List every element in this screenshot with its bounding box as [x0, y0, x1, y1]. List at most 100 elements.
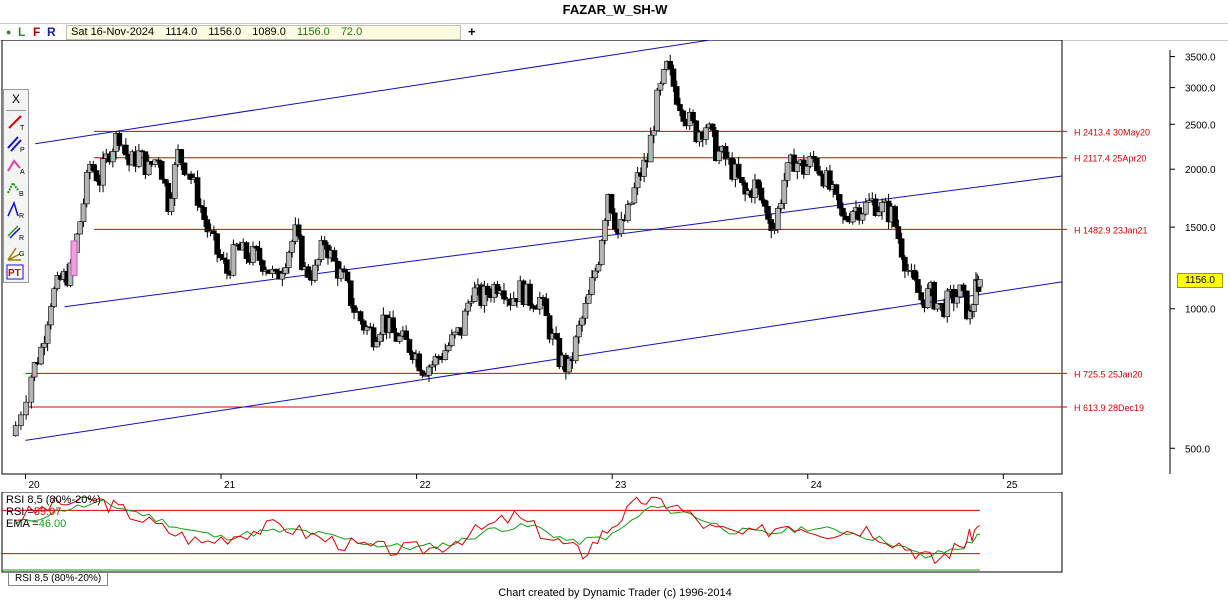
candle-body: [432, 356, 439, 366]
candle-body: [217, 253, 224, 259]
candle-body: [162, 179, 168, 184]
y-tick-label: 1000.0: [1185, 305, 1216, 316]
candle-body: [220, 257, 227, 260]
candle-body: [716, 150, 722, 162]
candle-body: [817, 170, 823, 176]
candle-body: [501, 290, 507, 300]
svg-text:B: B: [19, 191, 24, 198]
candle-body: [915, 279, 921, 293]
candle-body: [895, 226, 902, 240]
candle-body: [224, 259, 230, 274]
candle-body: [589, 277, 595, 295]
candle-body: [784, 162, 791, 181]
rsi-line: [15, 496, 981, 565]
y-tick-label: 3000.0: [1185, 84, 1216, 95]
trendline-tool-icon[interactable]: T: [6, 112, 26, 132]
candle-body: [282, 267, 289, 274]
candle-body: [810, 156, 817, 159]
toolbar-close-button[interactable]: X: [6, 90, 26, 111]
parallel-channel-tool-icon[interactable]: P: [6, 134, 26, 154]
candle-body: [429, 364, 436, 368]
candle-body: [321, 240, 328, 246]
candle-body: [158, 160, 165, 180]
candle-body: [253, 246, 260, 249]
candle-body: [465, 302, 471, 312]
price-chart[interactable]: 3500.0 3000.0 2500.0 2000.0 1500.0 1000.0 500.…: [0, 40, 1230, 490]
candle-body: [713, 130, 719, 162]
candle-body: [911, 270, 918, 280]
add-chart-button[interactable]: +: [468, 24, 476, 39]
candle-body: [592, 270, 599, 279]
candle-body: [540, 297, 546, 299]
candle-body: [807, 156, 814, 167]
candle-body: [344, 271, 351, 282]
candle-body: [794, 163, 801, 172]
candle-body: [178, 149, 185, 164]
fan-tool-icon[interactable]: R: [6, 222, 26, 242]
candle-body: [471, 287, 478, 302]
candle-body: [41, 342, 48, 348]
candle-body: [556, 337, 563, 368]
footer-credit: Chart created by Dynamic Trader (c) 1996…: [498, 587, 732, 599]
candle-body: [44, 324, 51, 344]
candle-body: [849, 211, 856, 223]
candle-body: [654, 89, 660, 132]
candle-body: [673, 86, 680, 105]
candle-body: [364, 326, 370, 331]
candle-body: [657, 83, 664, 91]
file-toggle-button[interactable]: F: [33, 25, 41, 39]
candle-body: [693, 120, 700, 143]
candle-body: [331, 250, 338, 262]
candle-body: [390, 317, 396, 334]
x-tick-label: 20: [28, 480, 40, 490]
svg-text:T: T: [20, 125, 25, 132]
ratio-b-tool-icon[interactable]: B: [6, 178, 26, 198]
candle-body: [211, 230, 217, 234]
candle-body: [116, 132, 123, 146]
candle-body: [722, 146, 729, 160]
candle-body: [435, 356, 442, 359]
candle-body: [918, 292, 924, 301]
horizontal-level-label: H 2413.4 30May20: [1074, 127, 1150, 137]
refresh-toggle-button[interactable]: R: [47, 25, 56, 39]
retracement-tool-icon[interactable]: R: [6, 200, 26, 220]
candle-body: [598, 240, 605, 265]
candle-body: [634, 172, 641, 189]
candle-body: [123, 144, 129, 156]
x-tick-label: 21: [224, 480, 236, 490]
candle-body: [739, 177, 745, 184]
pt-tool-icon[interactable]: PT: [6, 262, 26, 282]
candle-body: [48, 306, 54, 326]
close-icon: X: [11, 92, 20, 106]
candle-body: [286, 252, 292, 268]
candle-body: [214, 233, 220, 255]
candle-body: [677, 104, 683, 112]
candle-body: [804, 165, 810, 175]
rsi-panel[interactable]: [0, 492, 1230, 574]
x-tick-label: 24: [811, 480, 823, 490]
lock-toggle-button[interactable]: L: [18, 25, 26, 39]
candle-body: [553, 333, 559, 339]
candle-body: [667, 60, 674, 70]
candle-body: [771, 229, 778, 231]
candle-body: [201, 207, 207, 220]
info-bar: ● L F R Sat 16-Nov-2024 1114.0 1156.0 10…: [0, 23, 1228, 41]
candle-body: [51, 288, 57, 307]
horizontal-level-label: H 725.5 25Jan20: [1074, 369, 1143, 379]
gann-tool-icon[interactable]: G: [6, 244, 26, 264]
y-tick-label: 3500.0: [1185, 53, 1216, 64]
tab-rsi[interactable]: RSI 8,5 (80%-20%): [8, 573, 109, 586]
candle-body: [774, 208, 781, 230]
candle-body: [38, 346, 44, 365]
candle-body: [28, 376, 35, 403]
status-dot-icon[interactable]: ●: [6, 27, 12, 37]
candle-body: [954, 296, 960, 304]
candle-body: [631, 187, 638, 204]
highlight-marker: [70, 240, 78, 276]
candle-body: [12, 425, 19, 437]
candle-body: [361, 320, 367, 331]
candle-body: [579, 317, 585, 326]
y-tick-label: 2000.0: [1185, 165, 1216, 176]
candle-body: [168, 198, 175, 212]
ratio-tool-icon[interactable]: A: [6, 156, 26, 176]
